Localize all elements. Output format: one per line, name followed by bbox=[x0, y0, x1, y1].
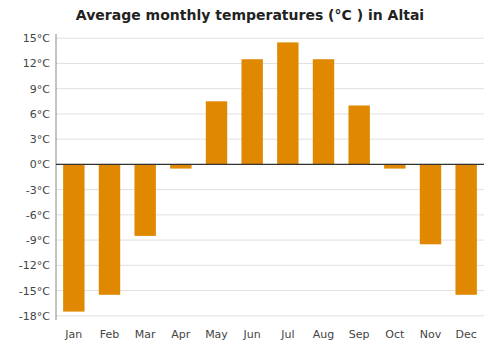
x-tick-label: Jun bbox=[243, 328, 261, 341]
y-axis bbox=[56, 34, 57, 320]
x-tick-label: Dec bbox=[456, 328, 477, 341]
y-tick-label: -3°C bbox=[26, 184, 50, 197]
bar bbox=[99, 164, 120, 294]
y-tick-label: 0°C bbox=[30, 158, 50, 171]
zero-line bbox=[56, 164, 484, 165]
bar bbox=[134, 164, 155, 236]
title: Average monthly temperatures (°C ) in Al… bbox=[76, 7, 424, 23]
grid bbox=[56, 38, 484, 316]
bar bbox=[384, 164, 405, 168]
bar bbox=[313, 59, 334, 164]
bar bbox=[241, 59, 262, 164]
x-tick-label: Apr bbox=[171, 328, 191, 341]
y-tick-label: 15°C bbox=[23, 32, 50, 45]
x-tick-label: May bbox=[205, 328, 228, 341]
x-tick-label: Aug bbox=[313, 328, 334, 341]
y-tick-label: 12°C bbox=[23, 57, 50, 70]
bar bbox=[206, 101, 227, 164]
y-tick-label: -18°C bbox=[19, 310, 50, 323]
bar bbox=[455, 164, 476, 294]
y-tick-label: -9°C bbox=[26, 234, 50, 247]
x-tick-label: Mar bbox=[135, 328, 156, 341]
y-tick-label: 6°C bbox=[30, 108, 50, 121]
bar bbox=[63, 164, 84, 311]
x-tick-label: Nov bbox=[420, 328, 442, 341]
y-tick-label: -6°C bbox=[26, 209, 50, 222]
grid-line bbox=[56, 164, 484, 165]
y-tick-label: 3°C bbox=[30, 133, 50, 146]
bar bbox=[277, 42, 298, 164]
y-tick-label: -15°C bbox=[19, 285, 50, 298]
grid-line bbox=[56, 63, 484, 64]
bars bbox=[63, 42, 477, 311]
x-tick-label: Sep bbox=[349, 328, 370, 341]
y-tick-label: -12°C bbox=[19, 259, 50, 272]
grid-line bbox=[56, 38, 484, 39]
bar bbox=[348, 106, 369, 165]
x-tick-label: Jul bbox=[280, 328, 294, 341]
grid-line bbox=[56, 88, 484, 89]
bar bbox=[170, 164, 191, 168]
x-tick-label: Feb bbox=[100, 328, 119, 341]
grid-line bbox=[56, 315, 484, 316]
y-tick-label: 9°C bbox=[30, 83, 50, 96]
chart: Average monthly temperatures (°C ) in Al… bbox=[0, 0, 500, 350]
grid-line bbox=[56, 139, 484, 140]
grid-line bbox=[56, 113, 484, 114]
x-tick-label: Oct bbox=[385, 328, 405, 341]
bar bbox=[420, 164, 441, 244]
x-tick-label: Jan bbox=[64, 328, 82, 341]
